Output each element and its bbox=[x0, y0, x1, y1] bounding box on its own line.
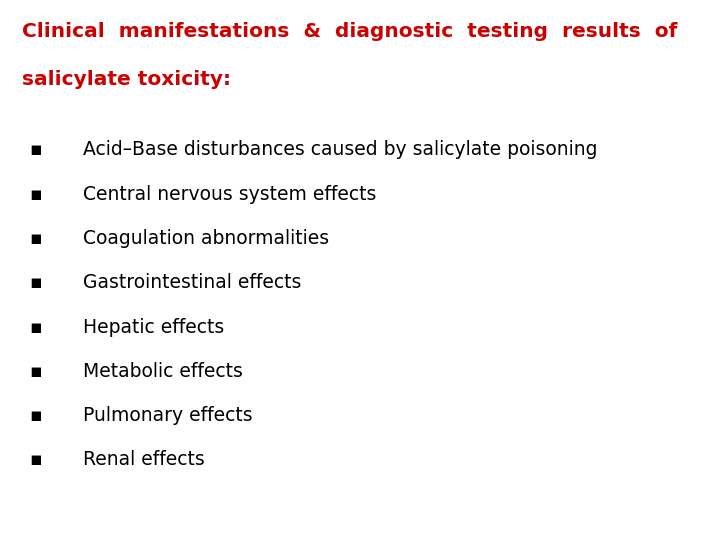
Text: ▪: ▪ bbox=[29, 362, 42, 381]
Text: ▪: ▪ bbox=[29, 273, 42, 292]
Text: Coagulation abnormalities: Coagulation abnormalities bbox=[83, 229, 329, 248]
Text: ▪: ▪ bbox=[29, 229, 42, 248]
Text: Metabolic effects: Metabolic effects bbox=[83, 362, 243, 381]
Text: Acid–Base disturbances caused by salicylate poisoning: Acid–Base disturbances caused by salicyl… bbox=[83, 140, 598, 159]
Text: ▪: ▪ bbox=[29, 185, 42, 204]
Text: Hepatic effects: Hepatic effects bbox=[83, 318, 224, 336]
Text: Renal effects: Renal effects bbox=[83, 450, 204, 469]
Text: Gastrointestinal effects: Gastrointestinal effects bbox=[83, 273, 301, 292]
Text: ▪: ▪ bbox=[29, 450, 42, 469]
Text: ▪: ▪ bbox=[29, 140, 42, 159]
Text: salicylate toxicity:: salicylate toxicity: bbox=[22, 70, 230, 89]
Text: Central nervous system effects: Central nervous system effects bbox=[83, 185, 376, 204]
Text: Pulmonary effects: Pulmonary effects bbox=[83, 406, 253, 425]
Text: ▪: ▪ bbox=[29, 318, 42, 336]
Text: Clinical  manifestations  &  diagnostic  testing  results  of: Clinical manifestations & diagnostic tes… bbox=[22, 22, 677, 40]
Text: ▪: ▪ bbox=[29, 406, 42, 425]
